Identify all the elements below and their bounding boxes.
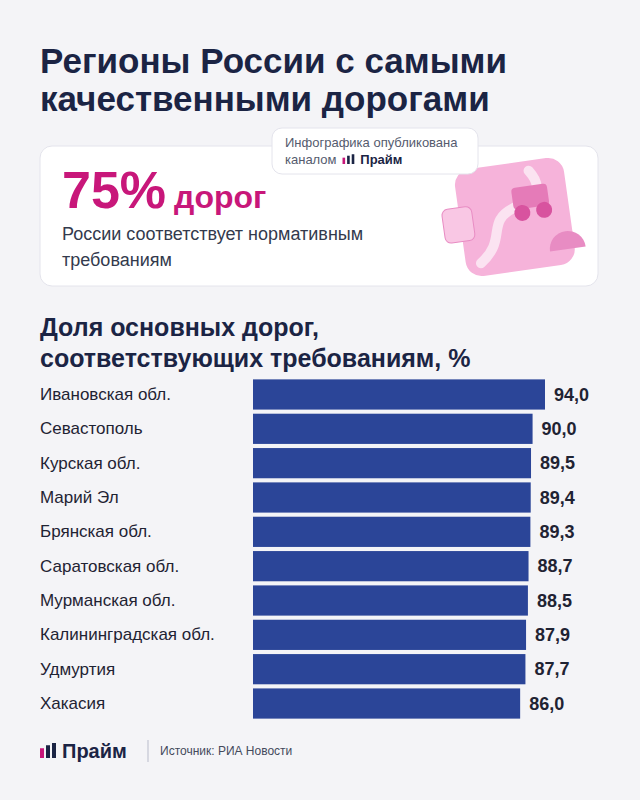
tick-label: Хакасия (40, 694, 105, 713)
data-label: 94,0 (554, 385, 589, 405)
source: Источник: РИА Новости (160, 744, 292, 758)
data-label: 89,4 (540, 488, 575, 508)
text-line: требованиям (62, 250, 172, 270)
badge (272, 128, 478, 174)
canvas: Регионы России с самымикачественными дор… (0, 0, 640, 800)
tick: Саратовская обл. (40, 557, 179, 576)
bar (253, 414, 533, 444)
illustration-shape (547, 229, 585, 252)
background (0, 0, 640, 800)
bar (253, 585, 528, 615)
illustration-shape (469, 170, 546, 263)
data-label: 86,0 (529, 694, 564, 714)
tick-label: Курская обл. (40, 454, 140, 473)
tick-label: Саратовская обл. (40, 557, 179, 576)
logo-mark (40, 748, 44, 758)
tick: Ивановская обл. (40, 385, 171, 404)
text-line: Инфографика опубликована (285, 135, 458, 150)
page: Регионы России с самымикачественными дор… (0, 0, 640, 800)
tick: Марий Эл (40, 488, 119, 507)
tick-label: Удмуртия (40, 660, 115, 679)
tick-label: Мурманская обл. (40, 591, 175, 610)
text-line: каналом (285, 152, 337, 167)
logo-mark (347, 156, 350, 164)
text-line: соответствующих требованиям, % (40, 344, 470, 372)
tick: Калининградская обл. (40, 625, 215, 644)
text-line: качественными дорогами (40, 79, 490, 118)
tick: Брянская обл. (40, 522, 152, 541)
tick: Удмуртия (40, 660, 115, 679)
bar (253, 654, 525, 684)
bar (253, 379, 545, 409)
illustration-shape (441, 206, 475, 244)
text-line: России соответствует нормативным (62, 224, 363, 244)
data-label: 88,7 (538, 556, 573, 576)
text-line: Доля основных дорог, (40, 313, 319, 341)
bar (253, 551, 529, 581)
tick: Севастополь (40, 419, 143, 438)
data-labels: 94,0 90,0 89,5 89,4 89,3 88,7 88,5 87,9 87,7 86,0 (529, 385, 589, 714)
tick-label: Севастополь (40, 419, 143, 438)
logo: Прайм (40, 740, 127, 762)
highlight-number: 75% (62, 161, 166, 219)
logo-mark (52, 743, 56, 758)
tick-label: Марий Эл (40, 488, 119, 507)
logo-text: Прайм (360, 152, 402, 167)
data-label: 90,0 (542, 419, 577, 439)
y-axis: Ивановская обл. Севастополь Курская обл. Ма… (40, 385, 215, 713)
tick-label: Калининградская обл. (40, 625, 215, 644)
title: Регионы России с самымикачественными дор… (40, 41, 507, 118)
logo-mark (343, 158, 346, 164)
logo-mark (352, 154, 355, 164)
chart-title: Доля основных дорог, соответствующих треб… (40, 313, 470, 372)
bar (253, 482, 531, 512)
data-label: 89,5 (540, 453, 575, 473)
logo-text: Прайм (62, 740, 127, 762)
tick-label: Брянская обл. (40, 522, 152, 541)
badge-text: Инфографика опубликована каналом (285, 135, 458, 167)
bar (253, 688, 520, 718)
illustration-shape (535, 201, 553, 219)
data-label: 87,9 (535, 625, 570, 645)
data-label: 89,3 (539, 522, 574, 542)
tick: Хакасия (40, 694, 105, 713)
data-label: 87,7 (534, 659, 569, 679)
highlight-text: России соответствует нормативным требован… (62, 224, 363, 270)
bar (253, 517, 530, 547)
tick: Курская обл. (40, 454, 140, 473)
tick: Мурманская обл. (40, 591, 175, 610)
separator (148, 740, 149, 762)
bars (253, 379, 545, 718)
tick-label: Ивановская обл. (40, 385, 171, 404)
logo-mark (46, 745, 50, 758)
bar (253, 620, 526, 650)
bar (253, 448, 531, 478)
text-line: Регионы России с самыми (40, 41, 507, 80)
illustration-shape (513, 204, 531, 222)
data-label: 88,5 (537, 591, 572, 611)
highlight-word: дорог (174, 179, 266, 215)
logo: Прайм (343, 152, 403, 167)
